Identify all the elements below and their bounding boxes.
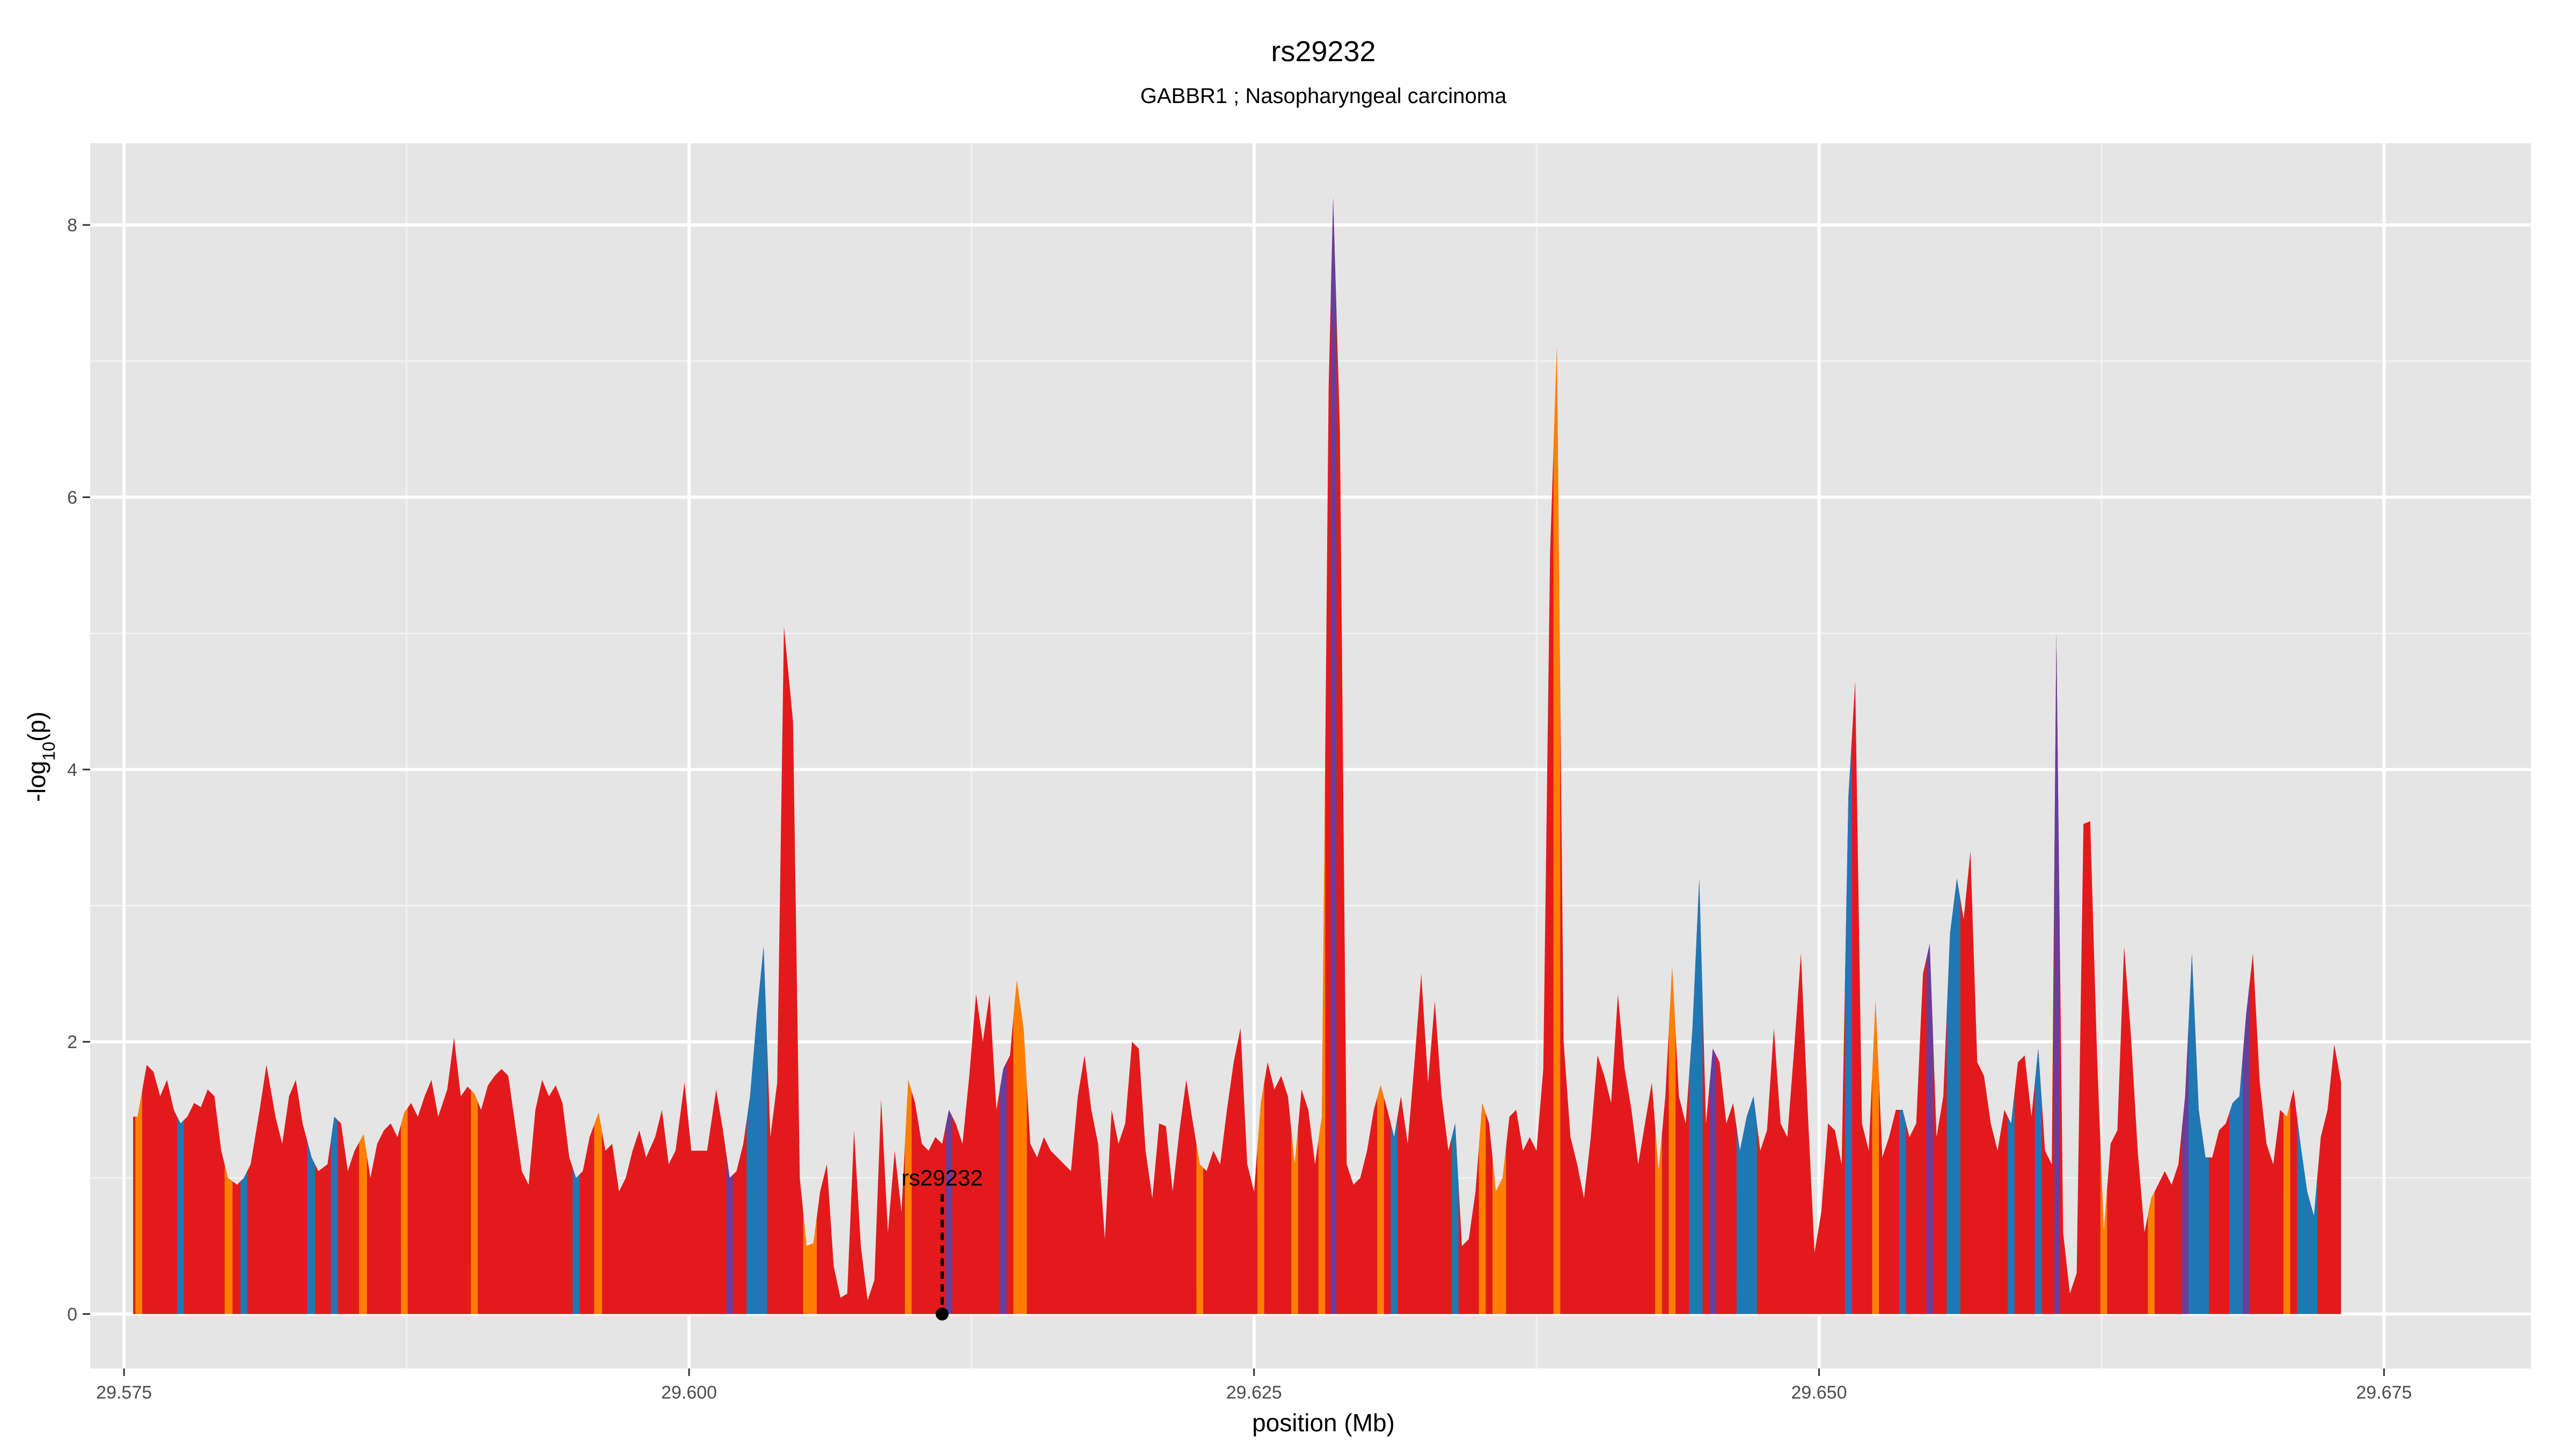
snp-segment bbox=[2202, 1133, 2209, 1314]
y-axis-subscript: 10 bbox=[39, 742, 58, 761]
snp-segment bbox=[810, 1217, 817, 1314]
snp-segment bbox=[1926, 943, 1934, 1314]
annotation-label: rs29232 bbox=[902, 1165, 983, 1190]
snp-segment bbox=[2100, 1144, 2107, 1314]
snp-segment bbox=[803, 1212, 810, 1314]
x-tick-label: 29.575 bbox=[96, 1382, 152, 1403]
snp-segment bbox=[2148, 1191, 2155, 1314]
snp-segment bbox=[1689, 953, 1696, 1314]
y-axis-label: -log10(p) bbox=[23, 712, 58, 802]
snp-segment bbox=[307, 1140, 316, 1314]
association-area bbox=[133, 197, 2341, 1314]
snp-segment bbox=[753, 980, 760, 1314]
snp-segment bbox=[359, 1134, 367, 1314]
snp-segment bbox=[1020, 1004, 1027, 1314]
snp-segment bbox=[999, 1062, 1007, 1314]
snp-segment bbox=[726, 1154, 734, 1314]
snp-segment bbox=[1709, 1048, 1716, 1314]
y-tick-label: 8 bbox=[67, 215, 77, 236]
snp-segment bbox=[747, 1055, 753, 1314]
snp-segment bbox=[1899, 1110, 1906, 1314]
snp-segment bbox=[135, 1091, 142, 1314]
snp-segment bbox=[401, 1108, 408, 1314]
snp-segment bbox=[1257, 1082, 1264, 1314]
y-tick-label: 2 bbox=[67, 1032, 77, 1052]
snp-segment bbox=[1743, 1106, 1751, 1314]
snp-segment bbox=[2182, 1024, 2189, 1314]
snp-segment bbox=[331, 1116, 338, 1314]
snp-segment bbox=[1291, 1126, 1298, 1314]
snp-segment bbox=[1452, 1123, 1459, 1314]
snp-segment bbox=[1953, 878, 1960, 1314]
snp-segment bbox=[2054, 633, 2060, 1314]
snp-segment bbox=[1377, 1085, 1384, 1314]
snp-segment bbox=[2310, 1176, 2318, 1314]
x-tick-label: 29.600 bbox=[661, 1382, 717, 1403]
snp-segment bbox=[2229, 1100, 2236, 1314]
snp-segment bbox=[1668, 967, 1676, 1314]
x-tick-label: 29.675 bbox=[2356, 1382, 2412, 1403]
annotation-point bbox=[935, 1307, 949, 1321]
snp-segment bbox=[1553, 347, 1561, 1314]
snp-segment bbox=[1013, 980, 1020, 1314]
snp-segment bbox=[573, 1167, 580, 1314]
snp-segment bbox=[905, 1080, 912, 1314]
axes: 29.575 29.600 29.625 29.650 29.675 0 2 4 6 8 bbox=[67, 215, 2412, 1403]
x-tick-label: 29.650 bbox=[1791, 1382, 1847, 1403]
snp-segment bbox=[2297, 1116, 2304, 1314]
snp-segment bbox=[945, 1110, 953, 1314]
snp-segment bbox=[2035, 1048, 2042, 1314]
chart-subtitle: GABBR1 ; Nasopharyngeal carcinoma bbox=[1140, 84, 1507, 108]
snp-segment bbox=[1736, 1126, 1744, 1314]
snp-segment bbox=[1655, 1126, 1662, 1314]
snp-segment bbox=[1330, 197, 1337, 1314]
snp-segment bbox=[240, 1171, 247, 1314]
snp-segment bbox=[1845, 738, 1852, 1314]
snp-segment bbox=[594, 1113, 602, 1314]
snp-segment bbox=[224, 1164, 233, 1314]
y-tick-label: 6 bbox=[67, 488, 77, 508]
annotation-group: rs29232 bbox=[902, 1165, 983, 1321]
snp-segment bbox=[1872, 1001, 1879, 1314]
snp-segment bbox=[1492, 1157, 1499, 1314]
snp-segment bbox=[2195, 1031, 2202, 1314]
snp-segment bbox=[1946, 905, 1954, 1314]
snp-segment bbox=[2236, 1055, 2243, 1314]
y-tick-label: 0 bbox=[67, 1305, 77, 1325]
snp-segment bbox=[1479, 1103, 1486, 1314]
snp-segment bbox=[177, 1116, 184, 1314]
snp-segment bbox=[2243, 984, 2250, 1314]
x-tick-label: 29.625 bbox=[1226, 1382, 1282, 1403]
snp-segment bbox=[2008, 1093, 2015, 1314]
snp-segment bbox=[1196, 1144, 1203, 1314]
x-axis-label: position (Mb) bbox=[1252, 1409, 1395, 1437]
snp-segment bbox=[471, 1090, 478, 1314]
snp-segment bbox=[1499, 1147, 1506, 1314]
chart-title: rs29232 bbox=[1271, 35, 1375, 68]
snp-segment bbox=[1318, 752, 1326, 1314]
y-tick-label: 4 bbox=[67, 760, 77, 780]
snp-segment bbox=[1750, 1096, 1757, 1314]
snp-segment bbox=[760, 946, 767, 1314]
data-area bbox=[133, 197, 2341, 1314]
snp-segment bbox=[1695, 878, 1703, 1314]
snp-segment bbox=[2283, 1103, 2290, 1314]
snp-segment bbox=[2189, 953, 2196, 1314]
snp-segment bbox=[2303, 1167, 2311, 1314]
snp-segment bbox=[1391, 1116, 1398, 1314]
